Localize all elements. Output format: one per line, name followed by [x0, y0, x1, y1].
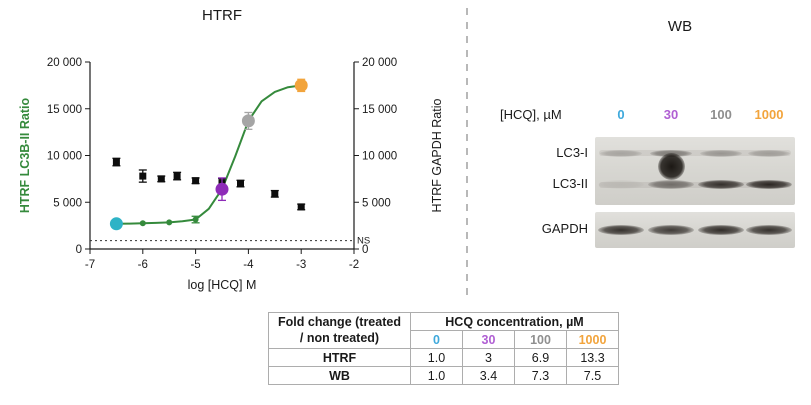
- y-tick-label-right: 10 000: [362, 151, 397, 163]
- x-tick-label: -3: [296, 259, 306, 271]
- lc3-ii-label: LC3-II: [552, 176, 588, 191]
- y-tick-label-left: 10 000: [47, 151, 82, 163]
- gapdh-data-point: [157, 175, 165, 183]
- y-tick-label-right: 5 000: [362, 197, 391, 209]
- table-cell: 7.5: [566, 366, 619, 385]
- membrane-streak: [599, 150, 791, 157]
- blot-band: [598, 180, 644, 190]
- blot-band: [698, 180, 744, 190]
- x-tick-label: -7: [85, 259, 95, 271]
- table-row-label: HTRF: [268, 348, 411, 367]
- blot-band: [600, 149, 642, 157]
- lc3b-data-point: [241, 114, 255, 128]
- table-cell: 3: [462, 348, 515, 367]
- x-axis-label: log [HCQ] M: [188, 278, 257, 292]
- wb-title: WB: [667, 18, 693, 35]
- y-tick-label-right: 15 000: [362, 104, 397, 116]
- blot-blob: [658, 152, 685, 180]
- table-concentration-header-row: 0 30 100 1000: [269, 330, 619, 349]
- gapdh-blot-image: [595, 212, 795, 248]
- panel-divider: [466, 8, 468, 302]
- x-tick-label: -6: [138, 259, 148, 271]
- gapdh-data-point: [173, 172, 181, 180]
- y-tick-label-left: 0: [76, 244, 82, 256]
- table-row: HTRF 1.0 3 6.9 13.3: [268, 348, 619, 367]
- lc3-i-label: LC3-I: [556, 145, 588, 160]
- lc3b-data-point: [109, 217, 123, 231]
- y-tick-label-left: 5 000: [53, 197, 82, 209]
- fold-change-table: Fold change (treated / non treated) HCQ …: [268, 312, 619, 385]
- gapdh-data-point: [139, 172, 147, 180]
- membrane-streak: [599, 181, 791, 188]
- htrf-dose-response-chart: HTRF 0 0 5 000 5 000 10 000 10 000 15 000 15 000…: [18, 7, 444, 292]
- table-col-100: 100: [514, 330, 567, 349]
- blot-band: [648, 180, 694, 190]
- y-tick-label-left: 20 000: [47, 57, 82, 69]
- lc3b-data-point: [139, 220, 146, 227]
- gapdh-data-point: [237, 180, 244, 188]
- gapdh-data-point: [297, 203, 305, 211]
- table-col-30: 30: [462, 330, 515, 349]
- table-header-foldchange: Fold change (treated / non treated): [268, 312, 411, 349]
- wb-concentration-row: 0 30 100 1000: [595, 107, 795, 125]
- y-tick-label-right: 0: [362, 244, 368, 256]
- lc3-blot-image: [595, 137, 795, 205]
- wb-conc-30: 30: [663, 107, 679, 122]
- blot-band: [648, 225, 694, 235]
- x-tick-label: -2: [349, 259, 359, 271]
- wb-conc-label: [HCQ], µM: [500, 107, 562, 122]
- gapdh-data-point: [271, 190, 279, 198]
- table-cell: 13.3: [566, 348, 619, 367]
- x-tick-label: -4: [243, 259, 254, 271]
- blot-band: [700, 149, 742, 157]
- wb-conc-100: 100: [710, 107, 732, 122]
- y-axis-label-left: HTRF LC3B-II Ratio: [18, 98, 32, 214]
- blot-band: [598, 225, 644, 235]
- gapdh-data-point: [112, 158, 120, 166]
- htrf-dose-curve: [116, 84, 302, 225]
- x-tick-label: -5: [190, 259, 200, 271]
- table-row-label: WB: [268, 366, 411, 385]
- lc3b-data-point: [215, 182, 229, 196]
- table-header-concentration: HCQ concentration, µM: [410, 312, 619, 331]
- blot-band: [748, 149, 790, 157]
- table-cell: 1.0: [410, 348, 463, 367]
- table-col-1000: 1000: [566, 330, 619, 349]
- wb-conc-0: 0: [617, 107, 625, 122]
- blot-band: [698, 225, 744, 235]
- ns-label: NS: [357, 236, 370, 247]
- table-body: HTRF 1.0 3 6.9 13.3 WB 1.0 3.4 7.3 7.5: [268, 348, 619, 385]
- table-cell: 3.4: [462, 366, 515, 385]
- table-row: WB 1.0 3.4 7.3 7.5: [268, 366, 619, 385]
- lc3b-data-point: [294, 78, 308, 92]
- gapdh-data-point: [192, 177, 200, 185]
- axes: [89, 62, 355, 250]
- blot-band: [746, 180, 792, 190]
- wb-conc-1000: 1000: [754, 107, 784, 122]
- lc3b-data-point: [166, 219, 173, 226]
- table-col-0: 0: [410, 330, 463, 349]
- y-axis-label-right: HTRF GAPDH Ratio: [430, 99, 444, 213]
- table-cell: 1.0: [410, 366, 463, 385]
- y-tick-label-right: 20 000: [362, 57, 397, 69]
- y-tick-label-left: 15 000: [47, 104, 82, 116]
- table-cell: 6.9: [514, 348, 567, 367]
- gapdh-label: GAPDH: [541, 221, 588, 236]
- table-cell: 7.3: [514, 366, 567, 385]
- chart-title: HTRF: [202, 7, 242, 24]
- lc3b-data-point: [192, 216, 199, 223]
- blot-band: [746, 225, 792, 235]
